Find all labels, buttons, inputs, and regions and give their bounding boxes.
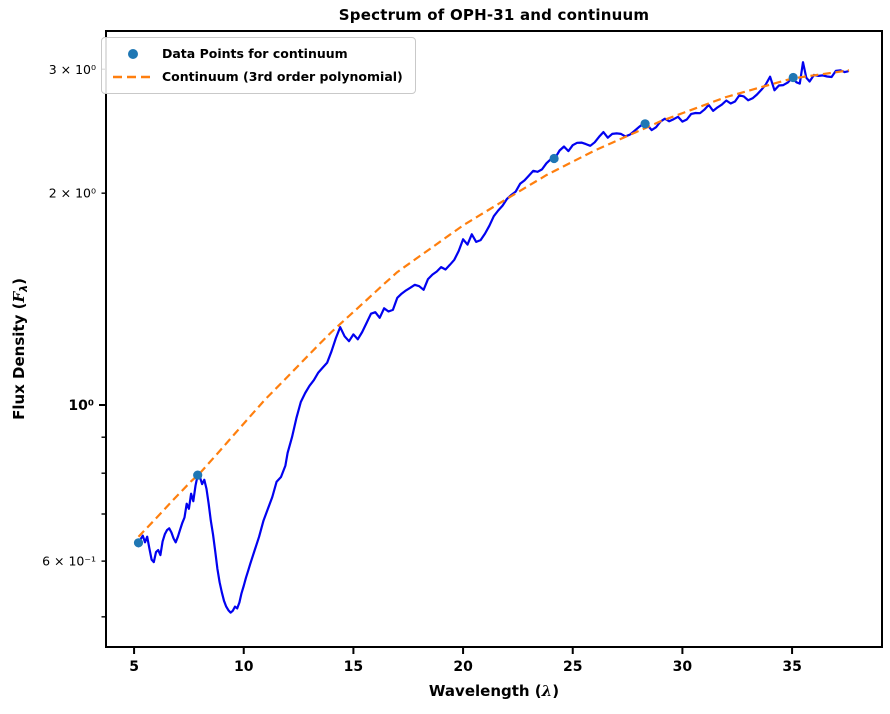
x-tick-label: 10 [234, 659, 254, 675]
x-tick-label: 15 [344, 659, 363, 675]
continuum-data-point [640, 119, 650, 129]
legend-label: Data Points for continuum [162, 46, 348, 61]
y-minor-tick-label: 6 × 10⁻¹ [42, 554, 96, 569]
chart-title: Spectrum of OPH-31 and continuum [338, 6, 650, 24]
flux-symbol: F [10, 291, 28, 303]
legend-item-data-points: Data Points for continuum [111, 42, 403, 65]
x-axis-label: Wavelength (λ) [106, 682, 882, 700]
legend-dashed-line-icon [111, 74, 155, 80]
x-axis-label-suffix: ) [552, 682, 560, 700]
x-tick-label: 35 [782, 659, 801, 675]
legend-label: Continuum (3rd order polynomial) [162, 69, 403, 84]
y-tick-label: 10⁰ [68, 398, 94, 414]
y-axis-label: Flux Density (Fλ) [10, 278, 30, 420]
lambda-symbol: λ [541, 682, 553, 700]
continuum-data-point [193, 470, 203, 480]
y-minor-tick-label: 3 × 10⁰ [49, 62, 96, 77]
y-axis-label-prefix: Flux Density ( [10, 302, 28, 420]
continuum-data-point [133, 538, 144, 548]
continuum-data-point [549, 153, 559, 164]
y-axis-label-suffix: ) [10, 278, 28, 285]
x-axis-label-prefix: Wavelength ( [428, 682, 542, 700]
y-minor-tick-label: 2 × 10⁰ [49, 186, 96, 201]
continuum-dashed-line [137, 69, 850, 538]
x-tick-label: 20 [453, 659, 473, 675]
x-tick-label: 5 [129, 659, 139, 675]
flux-subscript: λ [17, 284, 30, 292]
legend: Data Points for continuum Continuum (3rd… [101, 37, 416, 94]
legend-dot-icon [111, 48, 155, 59]
x-tick-label: 25 [563, 659, 582, 675]
x-tick-label: 30 [673, 659, 693, 675]
axes-frame [105, 30, 883, 648]
continuum-data-point [788, 72, 798, 83]
spectrum-line [137, 61, 850, 614]
legend-item-continuum: Continuum (3rd order polynomial) [111, 65, 403, 88]
